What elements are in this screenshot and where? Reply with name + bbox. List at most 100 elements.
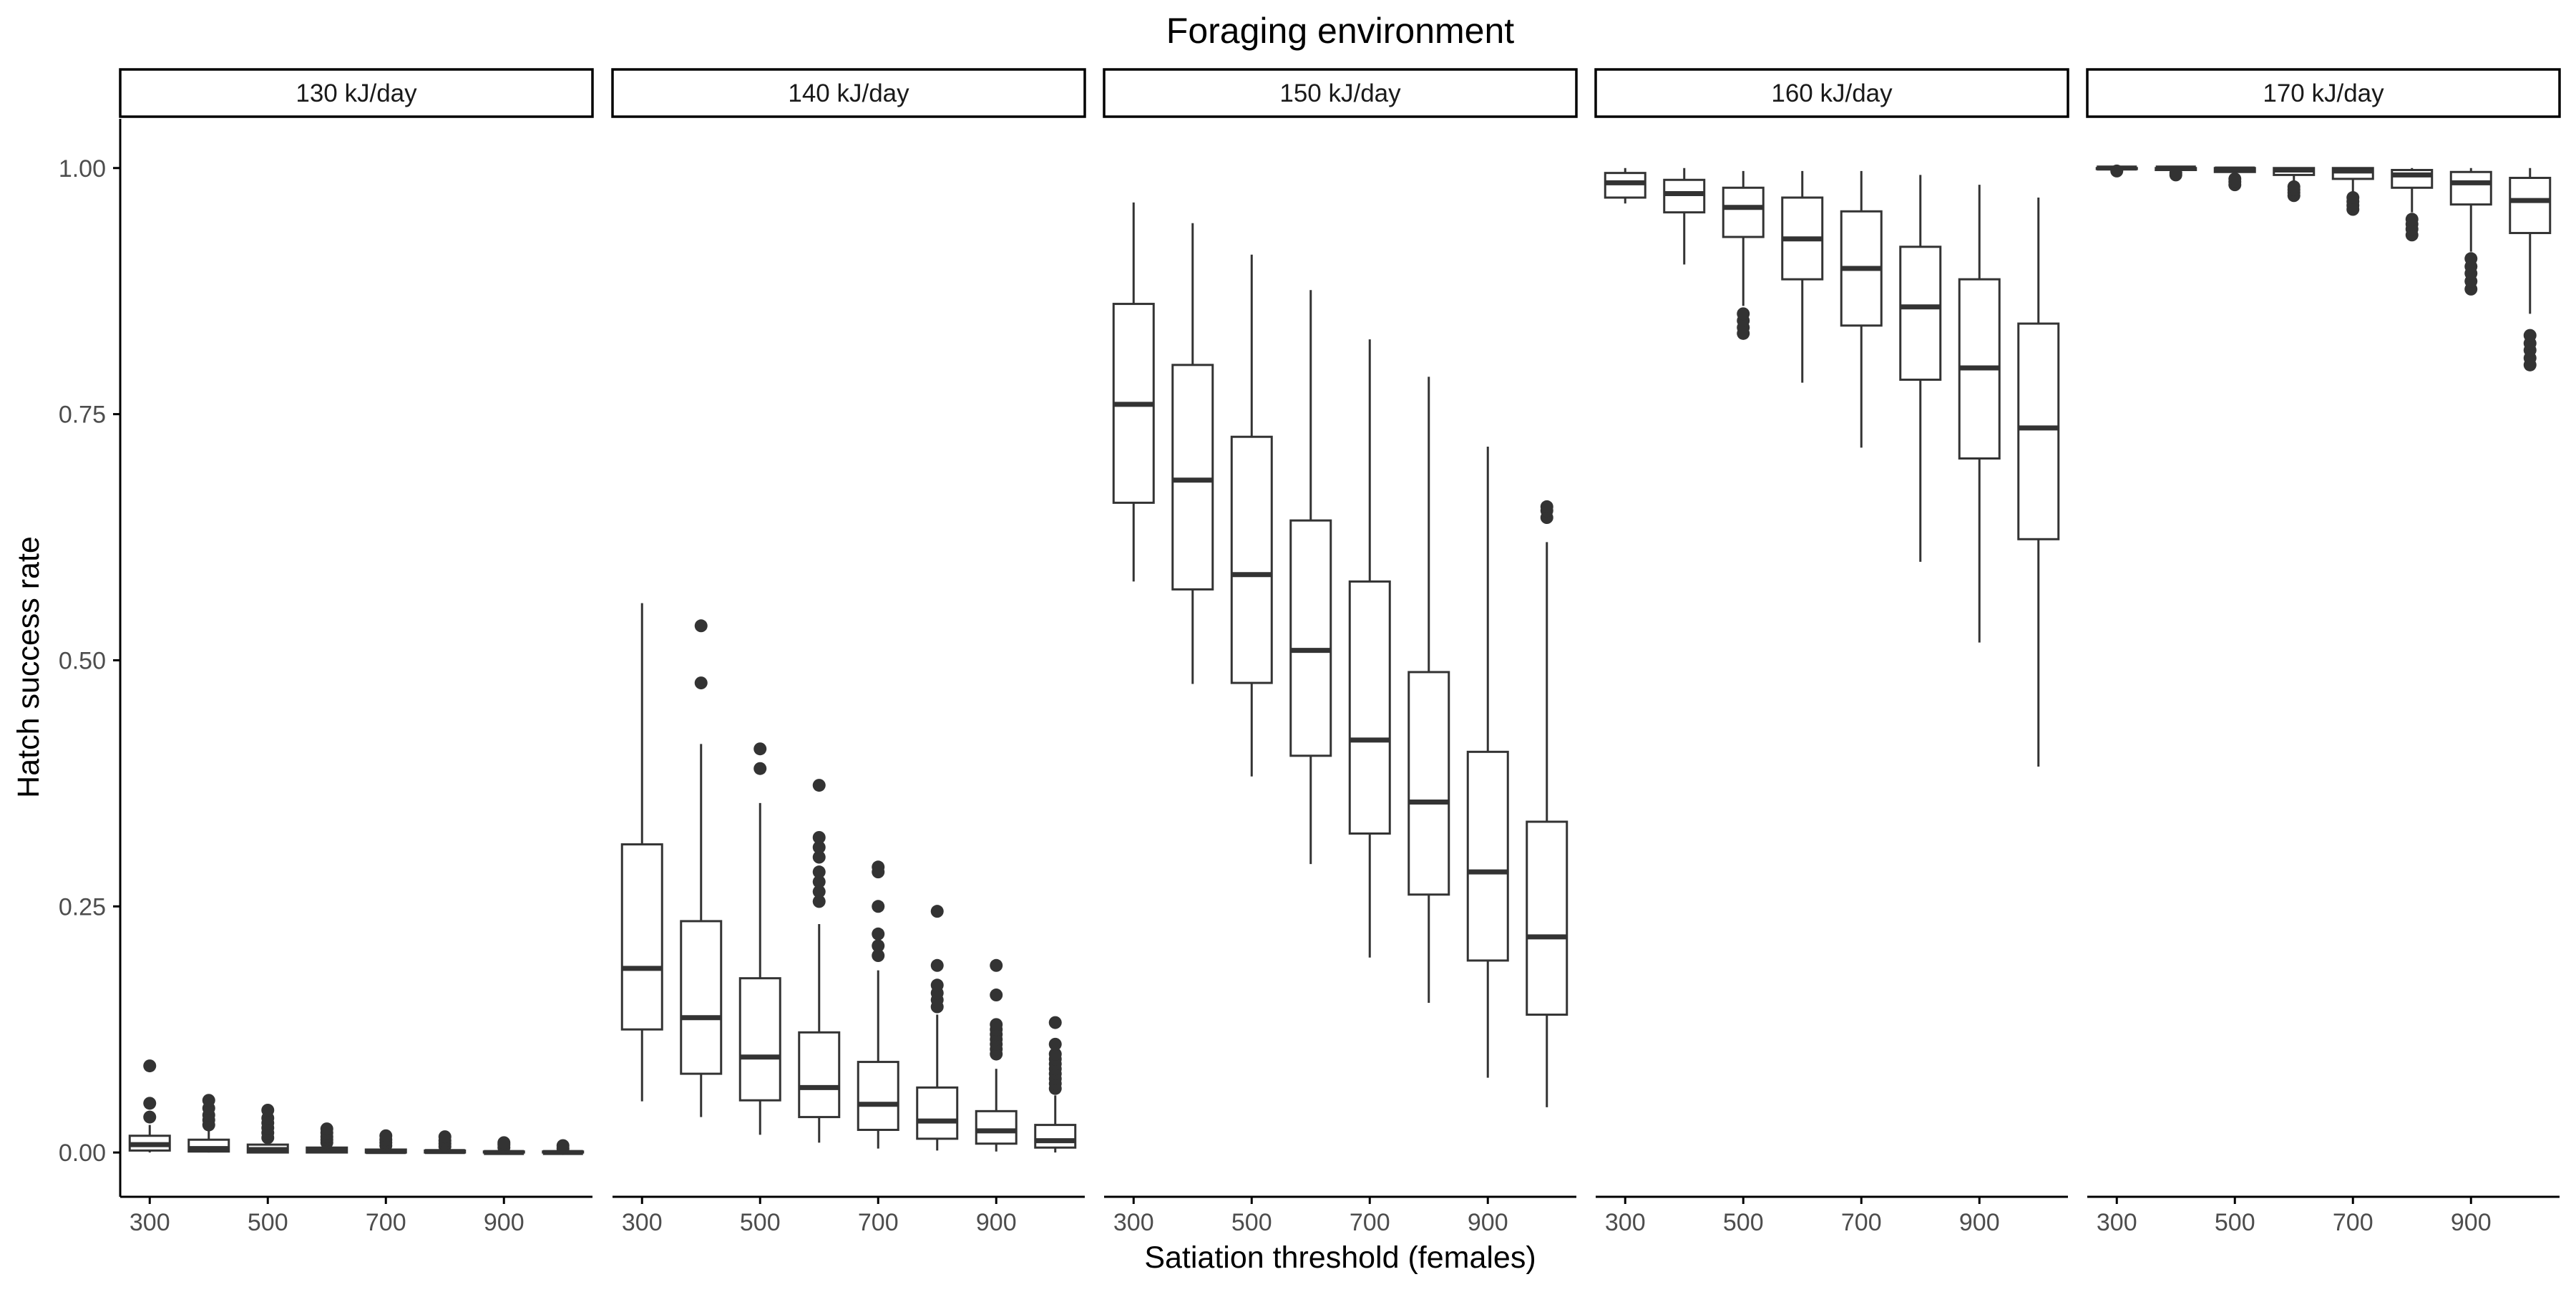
box-iqr	[2017, 322, 2060, 540]
x-tick-label: 500	[1723, 1209, 1764, 1236]
x-tick-label: 900	[1468, 1209, 1508, 1236]
outlier-point	[872, 939, 885, 953]
outlier-point	[1048, 1037, 1062, 1051]
outlier-point	[694, 676, 708, 690]
box-iqr	[1899, 246, 1942, 381]
box-iqr	[916, 1086, 959, 1140]
box-group	[1899, 175, 1942, 562]
x-tick-label: 700	[366, 1209, 406, 1236]
facet-strip	[2086, 68, 2561, 118]
box-iqr	[680, 920, 723, 1075]
facet-panel: 130 kJ/day 0.00 0.25 0.50 0.75 1.00 300 500 700 9…	[59, 68, 594, 1236]
x-tick-label: 300	[1605, 1209, 1646, 1236]
outlier-point	[556, 1139, 570, 1152]
box-group	[1526, 500, 1568, 1107]
box-group	[482, 1136, 525, 1155]
outlier-point	[930, 905, 944, 918]
outlier-point	[2523, 329, 2537, 342]
box-iqr	[1466, 750, 1509, 962]
box-iqr	[1407, 671, 1450, 896]
box-group	[916, 905, 959, 1151]
outlier-point	[2287, 180, 2301, 193]
facet-strip-label: 160 kJ/day	[1771, 79, 1893, 107]
box-iqr	[2509, 177, 2552, 235]
facet-panel: 160 kJ/day 300 500 700 900	[1594, 68, 2069, 1236]
outlier-point	[438, 1130, 452, 1144]
box-group	[1112, 202, 1155, 582]
box-group	[2017, 198, 2060, 767]
box-group	[306, 1122, 348, 1154]
outlier-point	[812, 885, 826, 898]
y-tick-label: 0.25	[59, 893, 106, 921]
outlier-point	[1540, 500, 1553, 513]
box-group	[2331, 167, 2374, 216]
box-group	[620, 603, 663, 1102]
box-group	[1722, 170, 1765, 340]
x-tick-label: 700	[1350, 1209, 1390, 1236]
outlier-point	[1048, 1047, 1062, 1061]
facet-panel: 170 kJ/day 300 500 700 900	[2086, 68, 2561, 1236]
box-iqr	[620, 843, 663, 1031]
outlier-point	[1737, 307, 1750, 321]
box-group	[680, 619, 723, 1117]
x-tick-label: 500	[740, 1209, 781, 1236]
box-group	[975, 958, 1018, 1152]
box-group	[1407, 377, 1450, 1004]
outlier-point	[990, 989, 1003, 1002]
box-group	[246, 1103, 289, 1154]
x-tick-label: 500	[1231, 1209, 1272, 1236]
outlier-point	[143, 1059, 157, 1073]
box-group	[187, 1094, 230, 1153]
outlier-point	[320, 1122, 333, 1136]
outlier-point	[2228, 172, 2242, 185]
facet-panel: 140 kJ/day 300 500 700 900	[611, 68, 1086, 1236]
outlier-point	[2464, 252, 2478, 266]
box-iqr	[857, 1061, 899, 1131]
outlier-point	[143, 1097, 157, 1110]
box-group	[1663, 167, 1706, 265]
x-tick-label: 900	[484, 1209, 525, 1236]
outlier-point	[812, 875, 826, 888]
outlier-point	[2110, 164, 2124, 178]
box-group	[364, 1129, 407, 1155]
x-tick-label: 700	[1841, 1209, 1882, 1236]
x-tick-label: 300	[1113, 1209, 1154, 1236]
outlier-point	[990, 958, 1003, 972]
box-group	[1781, 170, 1824, 383]
box-group	[128, 1059, 171, 1153]
y-tick-label: 1.00	[59, 155, 106, 183]
box-group	[2213, 166, 2256, 192]
x-tick-label: 300	[622, 1209, 663, 1236]
outlier-point	[694, 619, 708, 633]
facet-strip-label: 170 kJ/day	[2263, 79, 2384, 107]
outlier-point	[812, 895, 826, 908]
outlier-point	[872, 900, 885, 913]
box-group	[2449, 167, 2492, 296]
box-group	[2155, 165, 2197, 182]
box-iqr	[1034, 1124, 1077, 1149]
x-tick-label: 300	[130, 1209, 170, 1236]
box-iqr	[1526, 820, 1568, 1016]
box-group	[424, 1130, 467, 1155]
outlier-point	[812, 865, 826, 879]
box-group	[1466, 446, 1509, 1078]
outlier-point	[143, 1110, 157, 1124]
outlier-point	[872, 927, 885, 941]
outlier-point	[2346, 191, 2360, 205]
outlier-point	[812, 840, 826, 854]
facet-panel: 150 kJ/day 300 500 700 900	[1103, 68, 1578, 1236]
outlier-point	[379, 1129, 393, 1142]
outlier-point	[261, 1103, 275, 1117]
x-tick-label: 900	[976, 1209, 1017, 1236]
outlier-point	[930, 958, 944, 972]
outlier-point	[202, 1094, 215, 1107]
outlier-point	[2405, 213, 2419, 226]
x-tick-label: 300	[2097, 1209, 2137, 1236]
box-group	[2509, 167, 2552, 371]
outlier-point	[990, 1018, 1003, 1031]
facet-strip	[1103, 68, 1578, 118]
chart-title: Foraging environment	[1166, 11, 1514, 51]
box-group	[738, 742, 781, 1135]
